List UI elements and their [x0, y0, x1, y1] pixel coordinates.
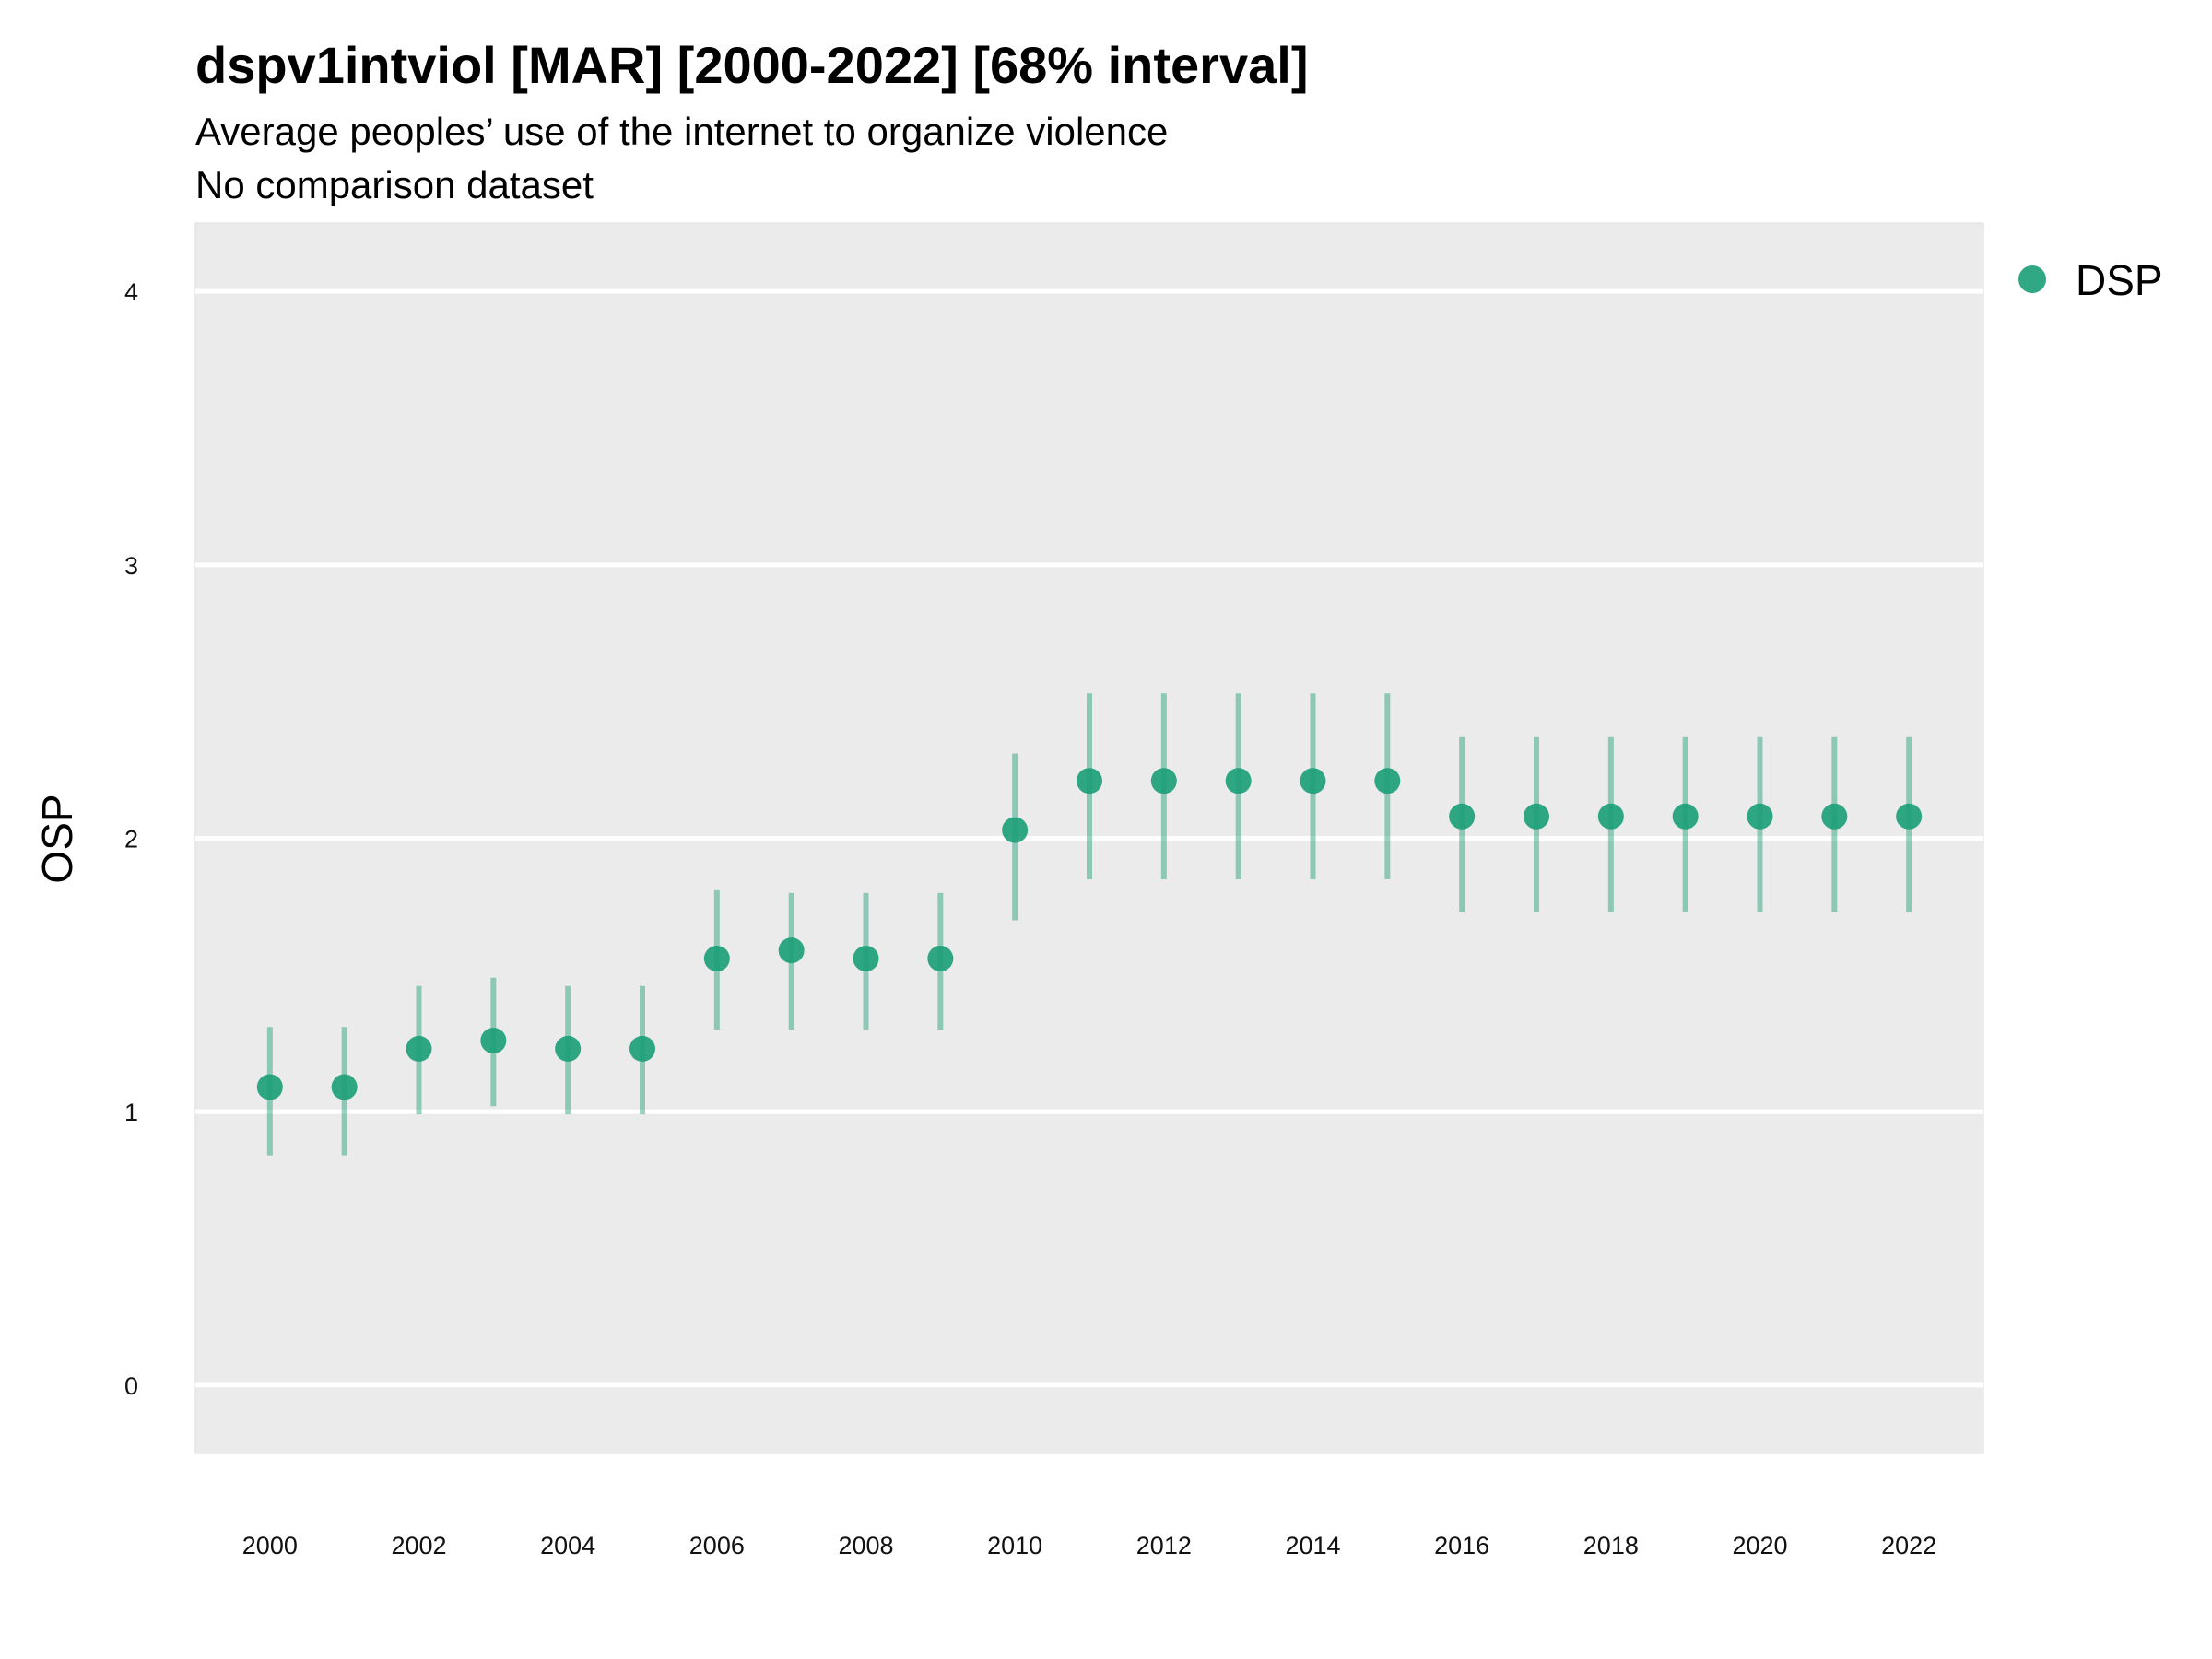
- chart-subtitle-line-1: Average peoples’ use of the internet to …: [195, 110, 1169, 153]
- y-tick-labels: 0 1 2 3 4: [124, 278, 138, 1400]
- point-layer: [256, 768, 1923, 1100]
- data-point: [1002, 817, 1029, 843]
- x-tick-label: 2002: [391, 1532, 446, 1559]
- x-tick-label: 2018: [1583, 1532, 1639, 1559]
- data-point: [1449, 803, 1476, 830]
- x-tick-label: 2012: [1136, 1532, 1192, 1559]
- x-tick-label: 2016: [1434, 1532, 1489, 1559]
- y-tick-label: 0: [124, 1372, 138, 1400]
- data-point: [703, 946, 730, 972]
- x-tick-label: 2020: [1732, 1532, 1787, 1559]
- chart-subtitle-line-2: No comparison dataset: [195, 163, 594, 206]
- y-tick-label: 2: [124, 826, 138, 853]
- data-point: [256, 1074, 283, 1100]
- data-point: [927, 946, 954, 972]
- data-point: [1672, 803, 1699, 830]
- data-point: [480, 1028, 507, 1054]
- grid-layer: [195, 288, 1983, 1388]
- data-point: [1597, 803, 1624, 830]
- legend-label-dsp: DSP: [2076, 256, 2163, 304]
- x-tick-label: 2000: [242, 1532, 298, 1559]
- x-tick-label: 2008: [838, 1532, 893, 1559]
- data-point: [1524, 803, 1549, 830]
- x-tick-label: 2022: [1881, 1532, 1936, 1559]
- x-tick-label: 2010: [987, 1532, 1042, 1559]
- legend: DSP: [2018, 256, 2163, 304]
- data-point: [1300, 768, 1326, 794]
- data-point: [1077, 768, 1102, 794]
- y-axis-label: OSP: [33, 794, 81, 883]
- data-point: [555, 1035, 582, 1062]
- x-tick-label: 2006: [689, 1532, 745, 1559]
- data-point: [629, 1035, 655, 1062]
- data-point: [1747, 803, 1773, 830]
- data-point: [1896, 803, 1923, 830]
- chart-subtitle: Average peoples’ use of the internet to …: [195, 105, 1168, 212]
- x-tick-labels: 2000 2002 2004 2006 2008 2010 2012 2014 2016 2018…: [242, 1532, 1936, 1559]
- data-point: [1225, 768, 1252, 794]
- y-tick-label: 3: [124, 552, 138, 580]
- y-tick-label: 1: [124, 1099, 138, 1126]
- data-point: [853, 946, 879, 972]
- data-point: [1374, 768, 1401, 794]
- data-point: [1150, 768, 1177, 794]
- x-tick-label: 2014: [1285, 1532, 1340, 1559]
- y-tick-label: 4: [124, 278, 138, 306]
- data-point: [1821, 803, 1848, 830]
- data-point: [778, 937, 805, 964]
- x-tick-label: 2004: [540, 1532, 595, 1559]
- legend-marker-dsp: [2018, 265, 2046, 293]
- data-point: [331, 1074, 358, 1100]
- data-point: [406, 1035, 432, 1062]
- chart-title: dspv1intviol [MAR] [2000-2022] [68% inte…: [195, 36, 1309, 94]
